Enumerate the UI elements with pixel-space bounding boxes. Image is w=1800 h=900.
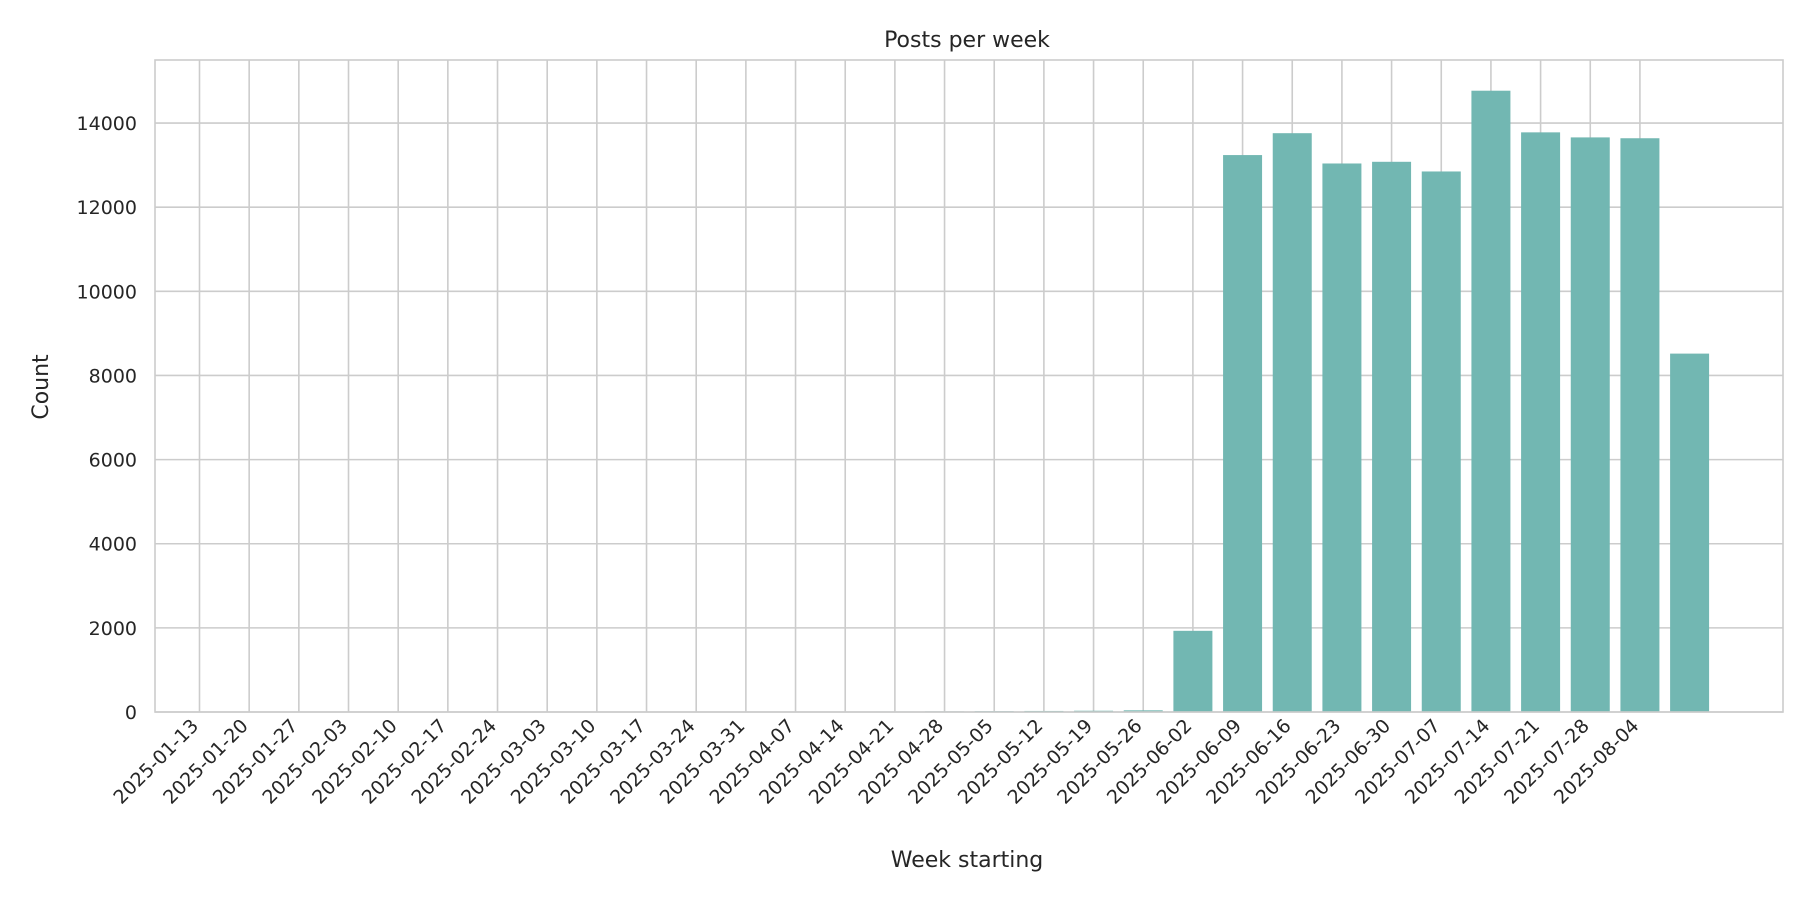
- y-tick-label: 12000: [77, 197, 137, 219]
- bar: [1272, 133, 1312, 712]
- y-axis-title: Count: [29, 354, 54, 420]
- y-tick-labels: 0 2000 4000 6000 8000 10000 12000 14000: [77, 113, 137, 724]
- plot-frame: [154, 59, 1784, 713]
- bar: [1173, 630, 1213, 712]
- y-tick-label: 2000: [89, 618, 137, 640]
- bar: [1521, 132, 1561, 713]
- y-tick-label: 4000: [89, 534, 137, 556]
- bar: [1471, 90, 1511, 713]
- y-tick-label: 10000: [77, 281, 137, 303]
- y-tick-label: 8000: [89, 365, 137, 387]
- bar: [1322, 163, 1362, 713]
- y-tick-label: 0: [125, 702, 137, 724]
- bar: [1421, 171, 1461, 713]
- y-tick-label: 14000: [77, 113, 137, 135]
- chart-title: Posts per week: [884, 28, 1050, 53]
- bar: [1372, 161, 1412, 712]
- y-tick-label: 6000: [89, 450, 137, 472]
- x-axis-title: Week starting: [891, 848, 1044, 873]
- bar: [1123, 710, 1163, 712]
- bar: [1620, 138, 1660, 713]
- x-tick-labels: 2025-01-132025-01-202025-01-272025-02-03…: [109, 715, 1643, 809]
- bar: [1223, 155, 1263, 713]
- bar: [1670, 353, 1710, 712]
- bar: [1570, 137, 1610, 713]
- bars: [180, 90, 1710, 713]
